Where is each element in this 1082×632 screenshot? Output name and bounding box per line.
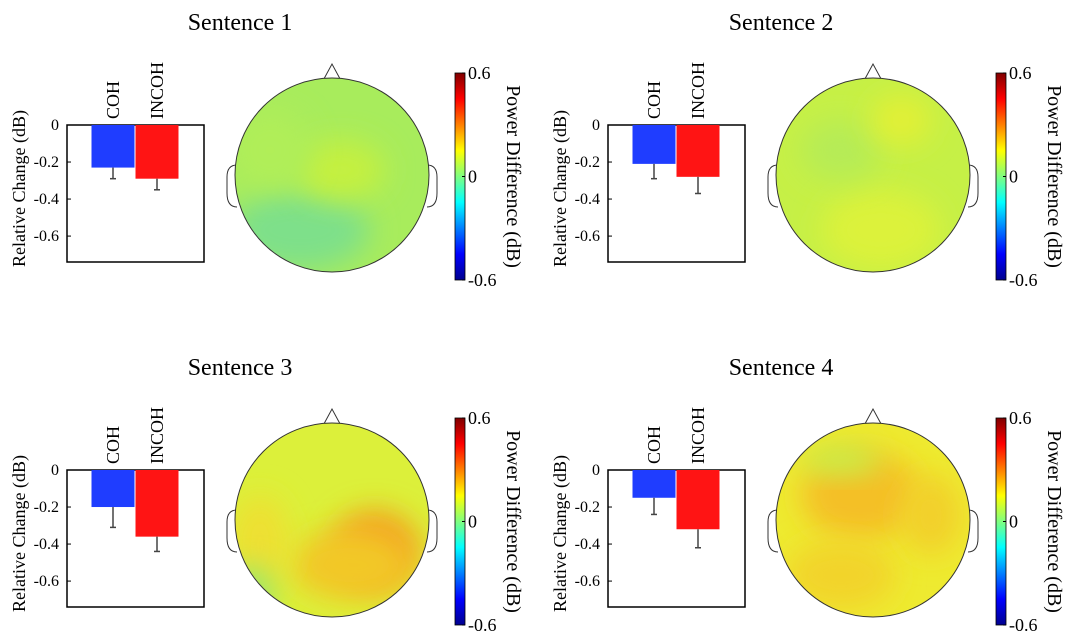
colorbar-tick-label: -0.6 [1009, 270, 1038, 290]
y-tick-label: -0.4 [34, 191, 59, 208]
y-tick-label: -0.4 [575, 536, 600, 553]
colorbar-tick-label: 0 [1009, 167, 1018, 187]
colorbar-tick-label: 0 [468, 167, 477, 187]
topomap-region [235, 190, 370, 270]
ear-right [426, 164, 438, 208]
y-tick-label: 0 [592, 117, 600, 134]
bar [91, 470, 135, 508]
x-tick-label: COH [644, 81, 664, 119]
colorbar-label: Power Difference (dB) [502, 430, 524, 613]
colorbar-tick-label: 0.6 [468, 408, 491, 428]
topomap-region [821, 190, 941, 270]
y-axis-label: Relative Change (dB) [550, 110, 571, 267]
topomap [235, 423, 429, 617]
y-axis-label: Relative Change (dB) [550, 455, 571, 612]
bar [135, 470, 179, 537]
ear-right [426, 509, 438, 553]
x-tick-label: INCOH [688, 407, 708, 464]
y-tick-label: -0.2 [34, 499, 59, 516]
ear-left [226, 164, 238, 208]
colorbar-tick-label: 0.6 [1009, 408, 1032, 428]
ear-left [226, 509, 238, 553]
y-tick-label: -0.6 [575, 573, 600, 590]
topomap-region [801, 120, 881, 180]
bar [676, 470, 720, 530]
y-tick-label: -0.6 [34, 228, 59, 245]
x-tick-label: COH [644, 426, 664, 464]
topomap [776, 423, 970, 617]
head-outline [234, 422, 430, 618]
colorbar-tick-label: -0.6 [468, 615, 497, 632]
topomap-region [235, 565, 275, 617]
head-outline [775, 77, 971, 273]
colorbar-tick-label: 0.6 [468, 63, 491, 83]
y-axis-label: Relative Change (dB) [9, 110, 30, 267]
y-tick-label: -0.4 [575, 191, 600, 208]
y-tick-label: -0.2 [34, 154, 59, 171]
ear-left [767, 509, 779, 553]
x-tick-label: COH [103, 426, 123, 464]
topomap-region [290, 530, 410, 600]
x-tick-label: INCOH [147, 407, 167, 464]
colorbar-label: Power Difference (dB) [502, 85, 524, 268]
y-tick-label: 0 [51, 117, 59, 134]
topomap [235, 78, 429, 272]
y-tick-label: 0 [51, 462, 59, 479]
topomap [776, 78, 970, 272]
panel-title: Sentence 4 [729, 355, 834, 381]
panel-title: Sentence 1 [188, 10, 293, 36]
bar [135, 125, 179, 179]
y-tick-label: -0.4 [34, 536, 59, 553]
topomap-region [235, 110, 310, 190]
topomap-region [901, 475, 961, 555]
topomap-region [295, 140, 385, 200]
topomap-region [786, 540, 896, 610]
x-tick-label: INCOH [688, 62, 708, 119]
colorbar-tick-label: 0.6 [1009, 63, 1032, 83]
y-tick-label: -0.2 [575, 154, 600, 171]
y-axis-label: Relative Change (dB) [9, 455, 30, 612]
bar [632, 470, 676, 498]
y-tick-label: -0.2 [575, 499, 600, 516]
panel-title: Sentence 2 [729, 10, 834, 36]
topomap-region [801, 445, 881, 475]
ear-right [967, 509, 979, 553]
y-tick-label: -0.6 [34, 573, 59, 590]
y-tick-label: 0 [592, 462, 600, 479]
ear-right [967, 164, 979, 208]
colorbar-tick-label: -0.6 [468, 270, 497, 290]
colorbar-tick-label: -0.6 [1009, 615, 1038, 632]
head-outline [234, 77, 430, 273]
ear-left [767, 164, 779, 208]
x-tick-label: INCOH [147, 62, 167, 119]
bar [91, 125, 135, 168]
bar [632, 125, 676, 164]
topomap-region [871, 95, 931, 145]
y-tick-label: -0.6 [575, 228, 600, 245]
colorbar-tick-label: 0 [1009, 512, 1018, 532]
colorbar-label: Power Difference (dB) [1043, 85, 1065, 268]
head-outline [775, 422, 971, 618]
colorbar-tick-label: 0 [468, 512, 477, 532]
colorbar-label: Power Difference (dB) [1043, 430, 1065, 613]
bar [676, 125, 720, 177]
x-tick-label: COH [103, 81, 123, 119]
panel-title: Sentence 3 [188, 355, 293, 381]
